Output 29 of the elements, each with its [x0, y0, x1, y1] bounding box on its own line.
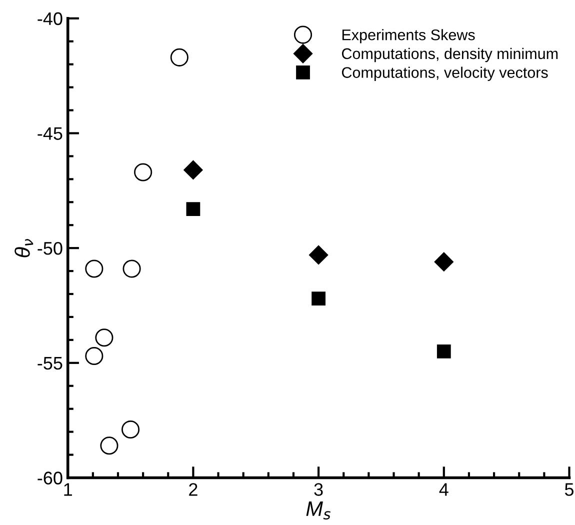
point: [122, 260, 141, 278]
point: [85, 346, 104, 366]
point: [312, 292, 326, 306]
x-tick-label: 2: [189, 483, 198, 496]
x-tick-label: 3: [314, 483, 323, 496]
legend-label: Computations, velocity vectors: [342, 66, 548, 81]
point: [100, 436, 118, 455]
y-tick-label: -60: [38, 472, 62, 484]
point: [434, 252, 454, 272]
x-axis-title: M$_{s}$: [306, 502, 330, 520]
legend-label: Computations, density minimum: [342, 48, 558, 62]
point: [121, 420, 140, 439]
point: [95, 328, 114, 347]
x-tick-label: 4: [439, 483, 448, 496]
point: [186, 202, 200, 216]
point: [85, 260, 104, 278]
point: [170, 48, 188, 66]
point: [134, 163, 152, 182]
x-tick-label: 1: [64, 483, 72, 496]
legend-label: Experiments Skews: [342, 29, 475, 44]
point: [184, 160, 203, 180]
y-tick-label: -40: [38, 12, 62, 26]
y-tick-label: -45: [38, 127, 62, 140]
x-tick-label: 5: [564, 483, 574, 496]
point: [436, 344, 451, 358]
y-axis-title: θ$_{ν}$: [14, 239, 34, 258]
y-tick-label: -50: [38, 242, 62, 255]
point: [309, 245, 328, 264]
y-tick-label: -55: [38, 357, 62, 370]
